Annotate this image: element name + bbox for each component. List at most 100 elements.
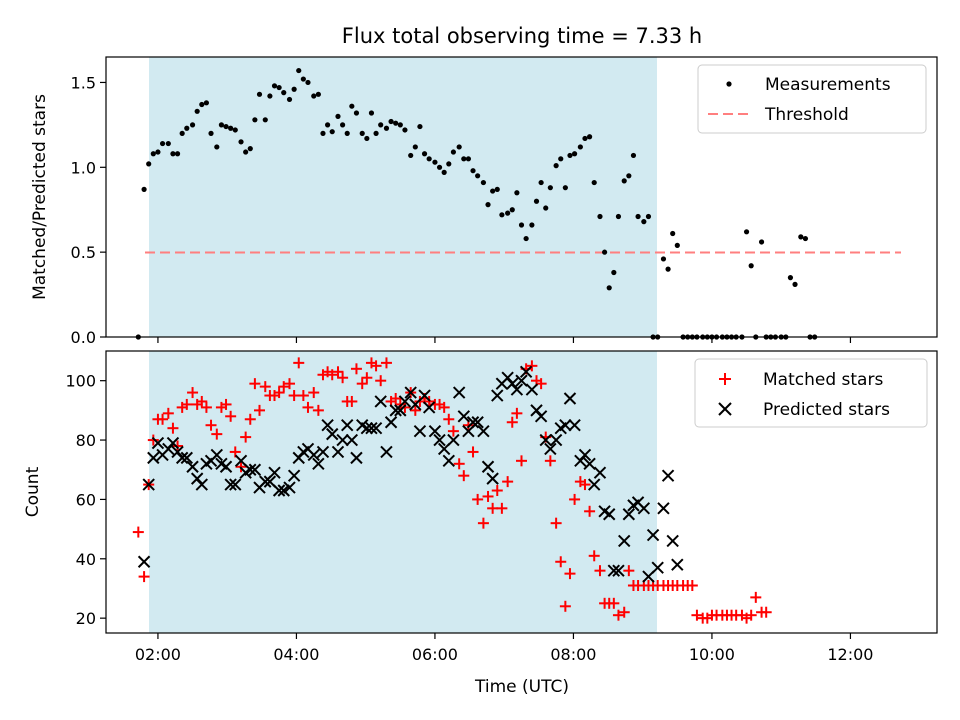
measurement-point [325,122,331,128]
x-axis-label: Time (UTC) [474,677,569,697]
matched-star-point [147,434,159,446]
measurement-point [748,263,754,269]
predicted-star-point [563,392,577,405]
measurement-point [621,178,627,184]
predicted-star-point [657,502,670,515]
matched-star-point [326,369,338,381]
measurement-point [243,149,249,155]
measurement-point [514,190,520,196]
predicted-star-point [433,433,446,447]
predicted-star-point [248,463,262,476]
measurement-point [349,103,355,109]
predicted-star-point [307,448,320,462]
predicted-star-point [525,383,539,396]
measurement-point [558,156,564,162]
measurement-point [562,185,568,191]
measurement-point [602,249,608,255]
predicted-star-point [593,466,607,479]
matched-star-point [254,404,266,416]
predicted-star-point [646,528,660,542]
bottom-observing-window-span [149,351,657,633]
measurement-point [538,179,544,186]
measurement-point [267,93,273,99]
measurement-point [421,151,428,157]
predicted-star-point [413,424,427,438]
predicted-star-point [618,534,631,548]
counts-series [132,357,772,624]
measurements-legend-label: Measurements [765,75,891,95]
predicted-star-point [272,484,286,497]
y-tick-label: 1.5 [71,73,96,92]
matched-star-point [569,493,581,505]
measurement-point [276,84,282,91]
matched-star-point [750,591,762,603]
measurement-point [291,86,297,92]
predicted-star-point [466,416,480,429]
predicted-star-point [422,401,436,414]
measurement-point [571,151,578,157]
predicted-star-point [360,421,374,435]
matched-star-point [196,395,208,407]
measurement-point [262,117,268,123]
predicted-star-point [369,421,383,435]
measurement-point [490,188,496,194]
measurement-point [296,67,302,74]
matched-star-point [491,485,503,497]
matched-star-point [564,568,576,580]
matched-star-point [487,502,499,514]
measurement-point [194,108,200,114]
chart-title: Flux total observing time = 7.33 h [342,24,702,48]
matched-star-point [686,580,698,592]
matched-star-point [555,556,567,568]
measurements-legend-marker [726,81,732,87]
measurement-point [364,135,370,142]
matched-star-point [284,378,296,390]
predicted-star-point [588,478,601,491]
matched-star-point [332,366,344,378]
y-tick-label: 100 [65,372,96,391]
x-tick-label: 12:00 [827,645,873,664]
measurement-point [577,144,583,150]
matched-star-point [443,413,455,425]
predicted-star-point [583,457,596,471]
measurement-point [518,222,525,228]
measurement-point [505,210,511,216]
measurement-point [228,125,234,131]
measurement-point [146,161,152,167]
bottom-legend: Matched stars Predicted stars [694,358,928,428]
measurement-point [300,76,306,82]
measurement-point [582,135,588,142]
predicted-star-point [471,416,484,429]
measurement-point [203,100,210,106]
measurement-point [141,186,147,192]
measurement-point [417,123,423,130]
matched-star-point [370,360,382,372]
matched-star-point [618,606,630,618]
top-observing-window-span [149,57,657,337]
matched-star-point [516,455,527,467]
top-legend: Measurements Threshold [697,64,927,134]
matched-star-point [288,390,300,402]
matched-star-point [579,479,591,491]
measurement-point [402,127,408,133]
measurement-point [450,149,457,155]
matched-star-point [138,571,150,583]
predicted-star-point [384,416,398,429]
predicted-star-point [224,478,237,491]
predicted-star-point [661,469,675,482]
measurement-point [155,149,161,155]
measurement-point [456,144,462,150]
measurement-point [159,140,166,147]
predicted-star-point [477,424,490,438]
predicted-star-point [510,383,524,396]
matched-star-point [390,392,402,404]
matched-star-point [356,378,368,390]
measurement-point [223,123,229,130]
measurement-point [238,139,244,145]
matched-star-point [745,609,757,621]
matched-star-point [302,401,314,413]
y-tick-label: 0.0 [71,328,96,347]
matched-star-point [187,387,199,399]
measurement-point [214,144,220,150]
measurement-point [441,169,447,175]
